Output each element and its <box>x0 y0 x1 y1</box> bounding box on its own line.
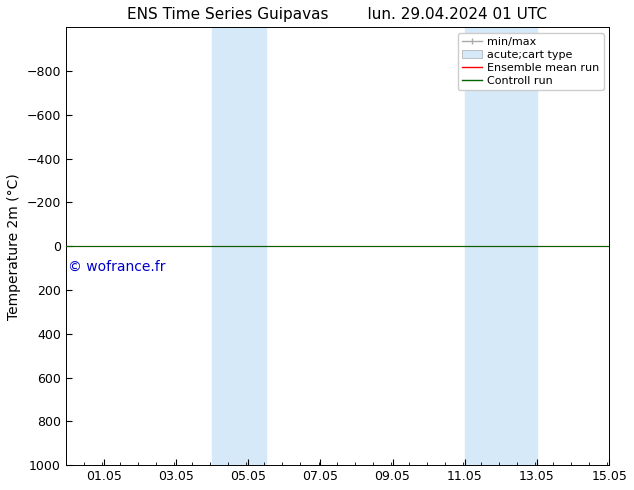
Title: ENS Time Series Guipavas        lun. 29.04.2024 01 UTC: ENS Time Series Guipavas lun. 29.04.2024… <box>127 7 548 22</box>
Legend: min/max, acute;cart type, Ensemble mean run, Controll run: min/max, acute;cart type, Ensemble mean … <box>458 33 604 90</box>
Bar <box>465 27 537 465</box>
Y-axis label: Temperature 2m (°C): Temperature 2m (°C) <box>7 173 21 319</box>
Bar <box>212 27 266 465</box>
Text: © wofrance.fr: © wofrance.fr <box>68 259 165 273</box>
